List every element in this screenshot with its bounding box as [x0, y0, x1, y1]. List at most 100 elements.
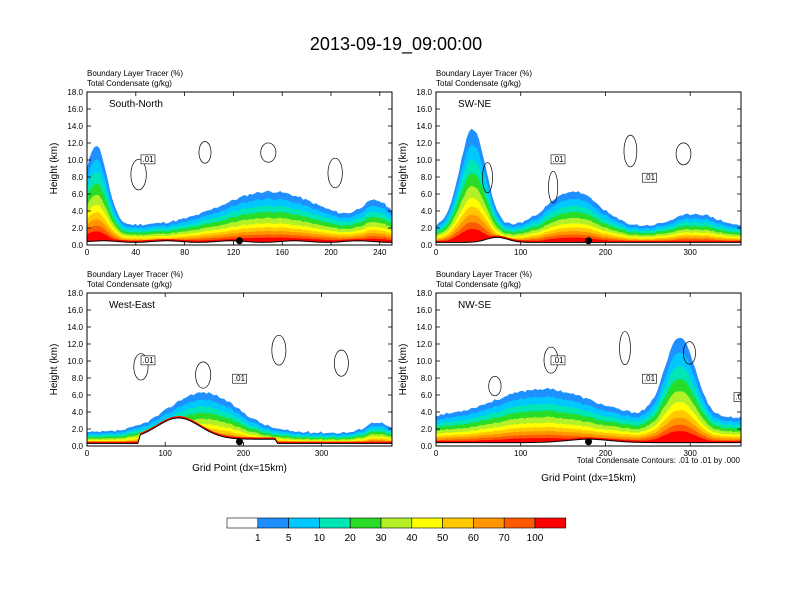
- x-tick-label: 0: [434, 248, 439, 257]
- colorbar-label: 20: [345, 533, 357, 544]
- panel-name: NW-SE: [458, 300, 491, 311]
- y-tick-label: 12.0: [67, 139, 83, 148]
- x-tick-label: 200: [324, 248, 338, 257]
- terrain-fill: [436, 237, 741, 245]
- condensate-contour: [623, 134, 638, 168]
- colorbar-swatch: [349, 517, 382, 529]
- panel-left-title-1: Boundary Layer Tracer (%): [436, 69, 532, 78]
- y-tick-label: 8.0: [421, 374, 433, 383]
- condensate-contour: [675, 142, 692, 166]
- y-tick-label: 0.0: [421, 241, 433, 250]
- colorbar-swatch: [473, 517, 505, 529]
- colorbar-swatch: [226, 517, 259, 529]
- condensate-contour: [133, 353, 149, 381]
- contour-label: .01: [140, 154, 156, 165]
- y-tick-label: 6.0: [72, 190, 84, 199]
- y-tick-label: 14.0: [67, 323, 83, 332]
- panel-name: SW-NE: [458, 99, 491, 110]
- colorbar-label: 50: [437, 533, 449, 544]
- plot-frame: [86, 91, 393, 246]
- condensate-contour: [482, 162, 493, 194]
- x-tick-label: 80: [180, 248, 189, 257]
- plot-frame: [435, 91, 742, 246]
- x-tick-label: 300: [315, 449, 329, 458]
- contour-label: .01: [733, 392, 741, 402]
- panel-left-title-1: Boundary Layer Tracer (%): [87, 69, 183, 78]
- panel-left-title-2: Total Condensate (g/kg): [436, 280, 521, 289]
- x-tick-label: 160: [276, 248, 290, 257]
- y-tick-label: 2.0: [421, 425, 433, 434]
- y-tick-label: 12.0: [416, 340, 432, 349]
- y-tick-label: 10.0: [416, 156, 432, 165]
- panel-west-east: .01 .01 0.0 2.0 4.0 6.0 8.0 10.0 12.0 14.0 16.0 18.…: [49, 270, 393, 474]
- y-axis-label: Height (km): [398, 143, 409, 195]
- y-tick-label: 16.0: [67, 306, 83, 315]
- colorbar-swatch: [534, 517, 567, 529]
- panel-sw-ne: .01 .01 0.0 2.0 4.0 6.0 8.0 10.0 12.0 14.0 16.0 18.…: [398, 69, 742, 257]
- svg-text:.01: .01: [142, 155, 154, 164]
- colorbar-label: 100: [527, 533, 544, 544]
- x-tick-label: 120: [227, 248, 241, 257]
- contour-label: .01: [550, 154, 566, 165]
- y-tick-label: 2.0: [421, 224, 433, 233]
- svg-text:.01: .01: [644, 374, 656, 383]
- x-tick-label: 0: [85, 449, 90, 458]
- y-tick-label: 16.0: [416, 105, 432, 114]
- x-tick-label: 200: [599, 449, 613, 458]
- y-tick-label: 10.0: [416, 357, 432, 366]
- condensate-contour: [619, 331, 631, 366]
- y-axis-label: Height (km): [398, 344, 409, 396]
- y-tick-label: 6.0: [421, 190, 433, 199]
- y-tick-label: 16.0: [416, 306, 432, 315]
- colorbar-swatch: [257, 517, 289, 529]
- x-axis-label: Grid Point (dx=15km): [192, 463, 287, 474]
- y-tick-label: 2.0: [72, 224, 84, 233]
- condensate-contour: [195, 361, 212, 389]
- y-tick-label: 18.0: [67, 88, 83, 97]
- y-tick-label: 4.0: [72, 408, 84, 417]
- panel-name: South-North: [109, 99, 163, 110]
- location-marker: [236, 438, 243, 446]
- y-tick-label: 12.0: [416, 139, 432, 148]
- panel-left-title-2: Total Condensate (g/kg): [87, 79, 172, 88]
- y-tick-label: 10.0: [67, 156, 83, 165]
- condensate-contour: [198, 141, 212, 164]
- x-tick-label: 40: [131, 248, 140, 257]
- y-axis-label: Height (km): [49, 344, 60, 396]
- y-tick-label: 0.0: [72, 241, 84, 250]
- condensate-contour: [333, 349, 349, 377]
- y-tick-label: 14.0: [416, 323, 432, 332]
- y-tick-label: 0.0: [421, 442, 433, 451]
- colorbar-swatch: [319, 517, 351, 529]
- x-tick-label: 200: [237, 449, 251, 458]
- panel-left-title-2: Total Condensate (g/kg): [436, 79, 521, 88]
- x-tick-label: 100: [514, 248, 528, 257]
- y-tick-label: 12.0: [67, 340, 83, 349]
- svg-text:.01: .01: [552, 356, 564, 365]
- svg-text:.01: .01: [234, 374, 246, 383]
- x-tick-label: 300: [683, 248, 697, 257]
- plot-area: .01 .01 .01: [436, 293, 741, 446]
- contour-label: .01: [642, 172, 657, 183]
- contour-label: .01: [642, 373, 657, 384]
- colorbar-label: 40: [406, 533, 418, 544]
- contour-label: .01: [232, 373, 247, 384]
- panel-south-north: .01 0.0 2.0 4.0 6.0 8.0 10.0 12.0 14.0 16.0 18.0 0 4…: [49, 69, 393, 257]
- location-marker: [585, 237, 592, 245]
- colorbar-label: 70: [499, 533, 511, 544]
- colorbar-label: 1: [255, 533, 261, 544]
- condensate-contour: [327, 157, 343, 189]
- contour-note: Total Condensate Contours: .01 to .01 by…: [577, 456, 741, 465]
- y-tick-label: 14.0: [67, 122, 83, 131]
- panels-group: .01 0.0 2.0 4.0 6.0 8.0 10.0 12.0 14.0 16.0 18.0 0 4…: [49, 69, 742, 484]
- y-tick-label: 10.0: [67, 357, 83, 366]
- panel-left-title-1: Boundary Layer Tracer (%): [87, 270, 183, 279]
- x-tick-label: 300: [683, 449, 697, 458]
- plot-area: .01: [87, 92, 392, 245]
- condensate-contour: [548, 170, 559, 204]
- panel-left-title-2: Total Condensate (g/kg): [87, 280, 172, 289]
- colorbar: 1 5 10 20 30 40 50 60 70 100: [226, 517, 567, 544]
- panel-nw-se: .01 .01 .01 0.0 2.0 4.0 6.0 8.0 10.0 12.0 14.0 16.0…: [398, 270, 742, 484]
- y-tick-label: 6.0: [421, 391, 433, 400]
